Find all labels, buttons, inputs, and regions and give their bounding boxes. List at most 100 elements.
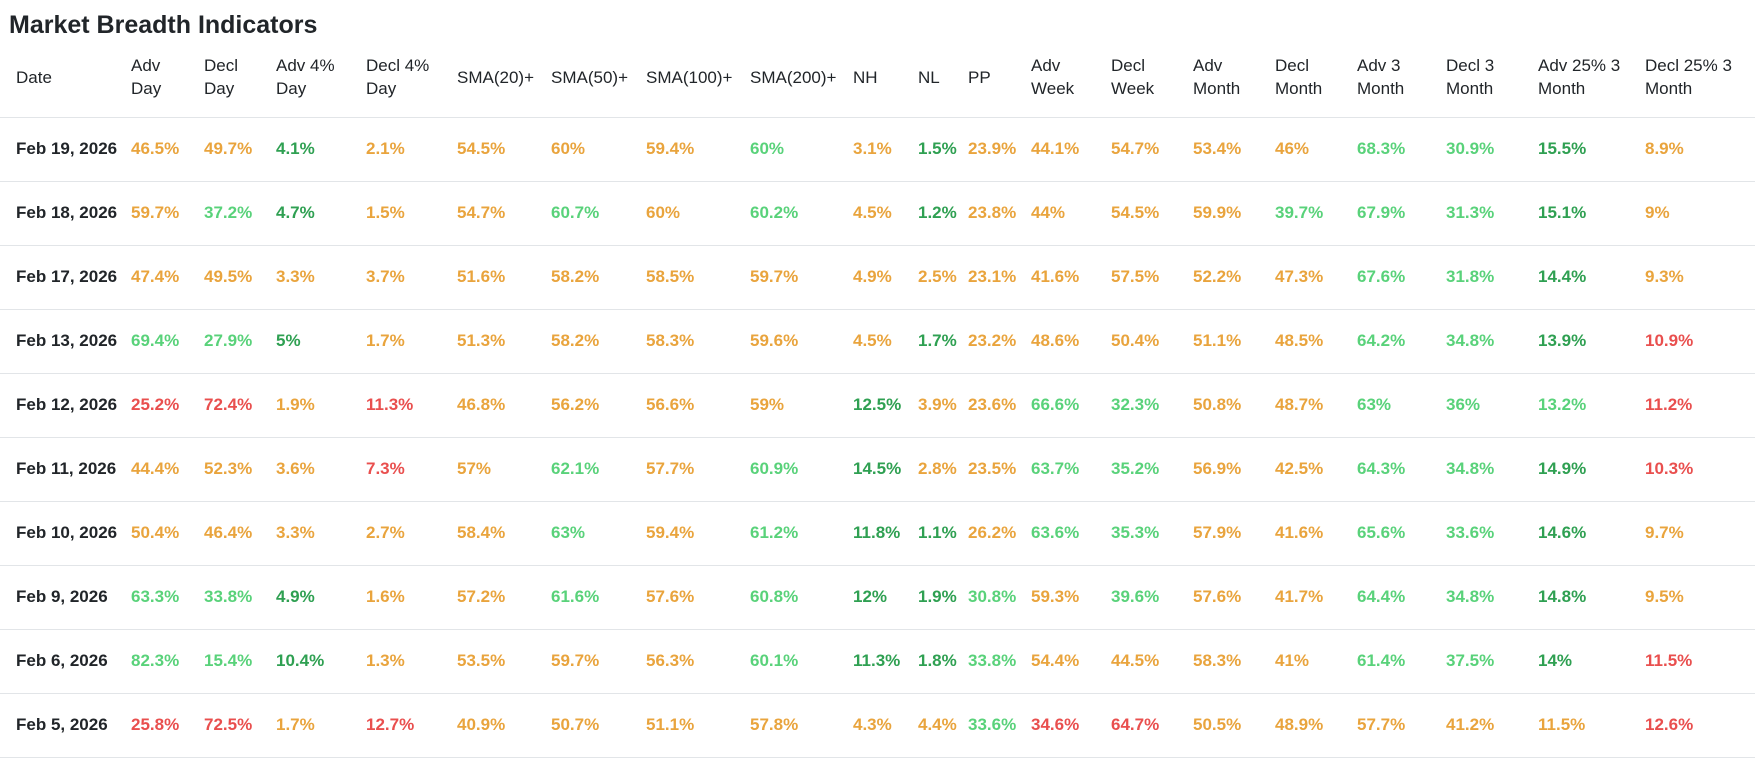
value-cell: 52.2%	[1193, 245, 1275, 310]
value-cell: 50.7%	[551, 693, 646, 758]
value-cell: 15.5%	[1538, 117, 1645, 182]
value-cell: 65.6%	[1357, 501, 1446, 566]
value-cell: 33.8%	[968, 629, 1031, 694]
value-cell: 14.4%	[1538, 245, 1645, 310]
value-cell: 64.2%	[1357, 309, 1446, 374]
value-cell: 23.2%	[968, 309, 1031, 374]
table-row: Feb 9, 2026 63.3% 33.8% 4.9% 1.6% 57.2% 61.6% 5…	[0, 565, 1755, 630]
value-cell: 52.3%	[204, 437, 276, 502]
value-cell: 23.9%	[968, 117, 1031, 182]
value-cell: 60.2%	[750, 181, 853, 246]
column-header: Decl 3 Month	[1446, 40, 1538, 118]
date-cell: Feb 19, 2026	[0, 117, 131, 182]
market-breadth-table: Date Adv Day Decl Day Adv 4% Day Decl 4% Day…	[0, 40, 1755, 758]
value-cell: 10.3%	[1645, 437, 1755, 502]
value-cell: 50.4%	[131, 501, 204, 566]
value-cell: 35.2%	[1111, 437, 1193, 502]
value-cell: 14%	[1538, 629, 1645, 694]
column-header: Date	[0, 40, 131, 118]
value-cell: 1.8%	[918, 629, 968, 694]
value-cell: 15.1%	[1538, 181, 1645, 246]
value-cell: 64.3%	[1357, 437, 1446, 502]
column-header: Decl Day	[204, 40, 276, 118]
value-cell: 37.2%	[204, 181, 276, 246]
value-cell: 7.3%	[366, 437, 457, 502]
date-cell: Feb 9, 2026	[0, 565, 131, 630]
value-cell: 67.9%	[1357, 181, 1446, 246]
table-row: Feb 6, 2026 82.3% 15.4% 10.4% 1.3% 53.5% 59.7%…	[0, 629, 1755, 694]
value-cell: 58.4%	[457, 501, 551, 566]
value-cell: 12.7%	[366, 693, 457, 758]
value-cell: 30.8%	[968, 565, 1031, 630]
column-header: Decl 25% 3 Month	[1645, 40, 1755, 118]
value-cell: 54.5%	[1111, 181, 1193, 246]
value-cell: 61.6%	[551, 565, 646, 630]
value-cell: 66.6%	[1031, 373, 1111, 438]
value-cell: 59.9%	[1193, 181, 1275, 246]
column-header: SMA(50)+	[551, 40, 646, 118]
value-cell: 59%	[750, 373, 853, 438]
value-cell: 57.8%	[750, 693, 853, 758]
value-cell: 69.4%	[131, 309, 204, 374]
value-cell: 57.2%	[457, 565, 551, 630]
table-row: Feb 12, 2026 25.2% 72.4% 1.9% 11.3% 46.8% 56.2…	[0, 373, 1755, 438]
table-row: Feb 18, 2026 59.7% 37.2% 4.7% 1.5% 54.7% 60.7%…	[0, 181, 1755, 246]
value-cell: 9.3%	[1645, 245, 1755, 310]
table-body: Feb 19, 2026 46.5% 49.7% 4.1% 2.1% 54.5% 60% 59…	[0, 117, 1755, 758]
column-header: Adv 25% 3 Month	[1538, 40, 1645, 118]
value-cell: 60%	[750, 117, 853, 182]
value-cell: 59.7%	[750, 245, 853, 310]
value-cell: 34.6%	[1031, 693, 1111, 758]
value-cell: 57.5%	[1111, 245, 1193, 310]
value-cell: 63.7%	[1031, 437, 1111, 502]
value-cell: 3.1%	[853, 117, 918, 182]
value-cell: 41%	[1275, 629, 1357, 694]
value-cell: 68.3%	[1357, 117, 1446, 182]
value-cell: 34.8%	[1446, 437, 1538, 502]
value-cell: 12%	[853, 565, 918, 630]
value-cell: 44.1%	[1031, 117, 1111, 182]
value-cell: 50.8%	[1193, 373, 1275, 438]
value-cell: 2.7%	[366, 501, 457, 566]
value-cell: 14.9%	[1538, 437, 1645, 502]
value-cell: 50.5%	[1193, 693, 1275, 758]
table-row: Feb 17, 2026 47.4% 49.5% 3.3% 3.7% 51.6% 58.2%…	[0, 245, 1755, 310]
column-header: PP	[968, 40, 1031, 118]
value-cell: 2.1%	[366, 117, 457, 182]
date-cell: Feb 10, 2026	[0, 501, 131, 566]
value-cell: 12.5%	[853, 373, 918, 438]
value-cell: 11.5%	[1538, 693, 1645, 758]
value-cell: 39.6%	[1111, 565, 1193, 630]
table-row: Feb 13, 2026 69.4% 27.9% 5% 1.7% 51.3% 58.2% 58…	[0, 309, 1755, 374]
column-header: Adv Week	[1031, 40, 1111, 118]
table-header: Date Adv Day Decl Day Adv 4% Day Decl 4% Day…	[0, 40, 1755, 118]
value-cell: 63.3%	[131, 565, 204, 630]
value-cell: 41.6%	[1031, 245, 1111, 310]
value-cell: 30.9%	[1446, 117, 1538, 182]
value-cell: 51.6%	[457, 245, 551, 310]
value-cell: 46.4%	[204, 501, 276, 566]
value-cell: 23.6%	[968, 373, 1031, 438]
value-cell: 48.9%	[1275, 693, 1357, 758]
value-cell: 9.5%	[1645, 565, 1755, 630]
value-cell: 64.7%	[1111, 693, 1193, 758]
column-header: SMA(20)+	[457, 40, 551, 118]
value-cell: 2.8%	[918, 437, 968, 502]
value-cell: 57.7%	[646, 437, 750, 502]
column-header: Adv 3 Month	[1357, 40, 1446, 118]
value-cell: 53.4%	[1193, 117, 1275, 182]
value-cell: 60.9%	[750, 437, 853, 502]
value-cell: 41.7%	[1275, 565, 1357, 630]
value-cell: 51.3%	[457, 309, 551, 374]
value-cell: 3.7%	[366, 245, 457, 310]
value-cell: 56.2%	[551, 373, 646, 438]
value-cell: 56.9%	[1193, 437, 1275, 502]
value-cell: 46%	[1275, 117, 1357, 182]
value-cell: 1.5%	[918, 117, 968, 182]
value-cell: 58.2%	[551, 245, 646, 310]
header-row: Date Adv Day Decl Day Adv 4% Day Decl 4% Day…	[0, 40, 1755, 118]
value-cell: 4.3%	[853, 693, 918, 758]
value-cell: 4.5%	[853, 309, 918, 374]
column-header: Adv Day	[131, 40, 204, 118]
value-cell: 14.6%	[1538, 501, 1645, 566]
